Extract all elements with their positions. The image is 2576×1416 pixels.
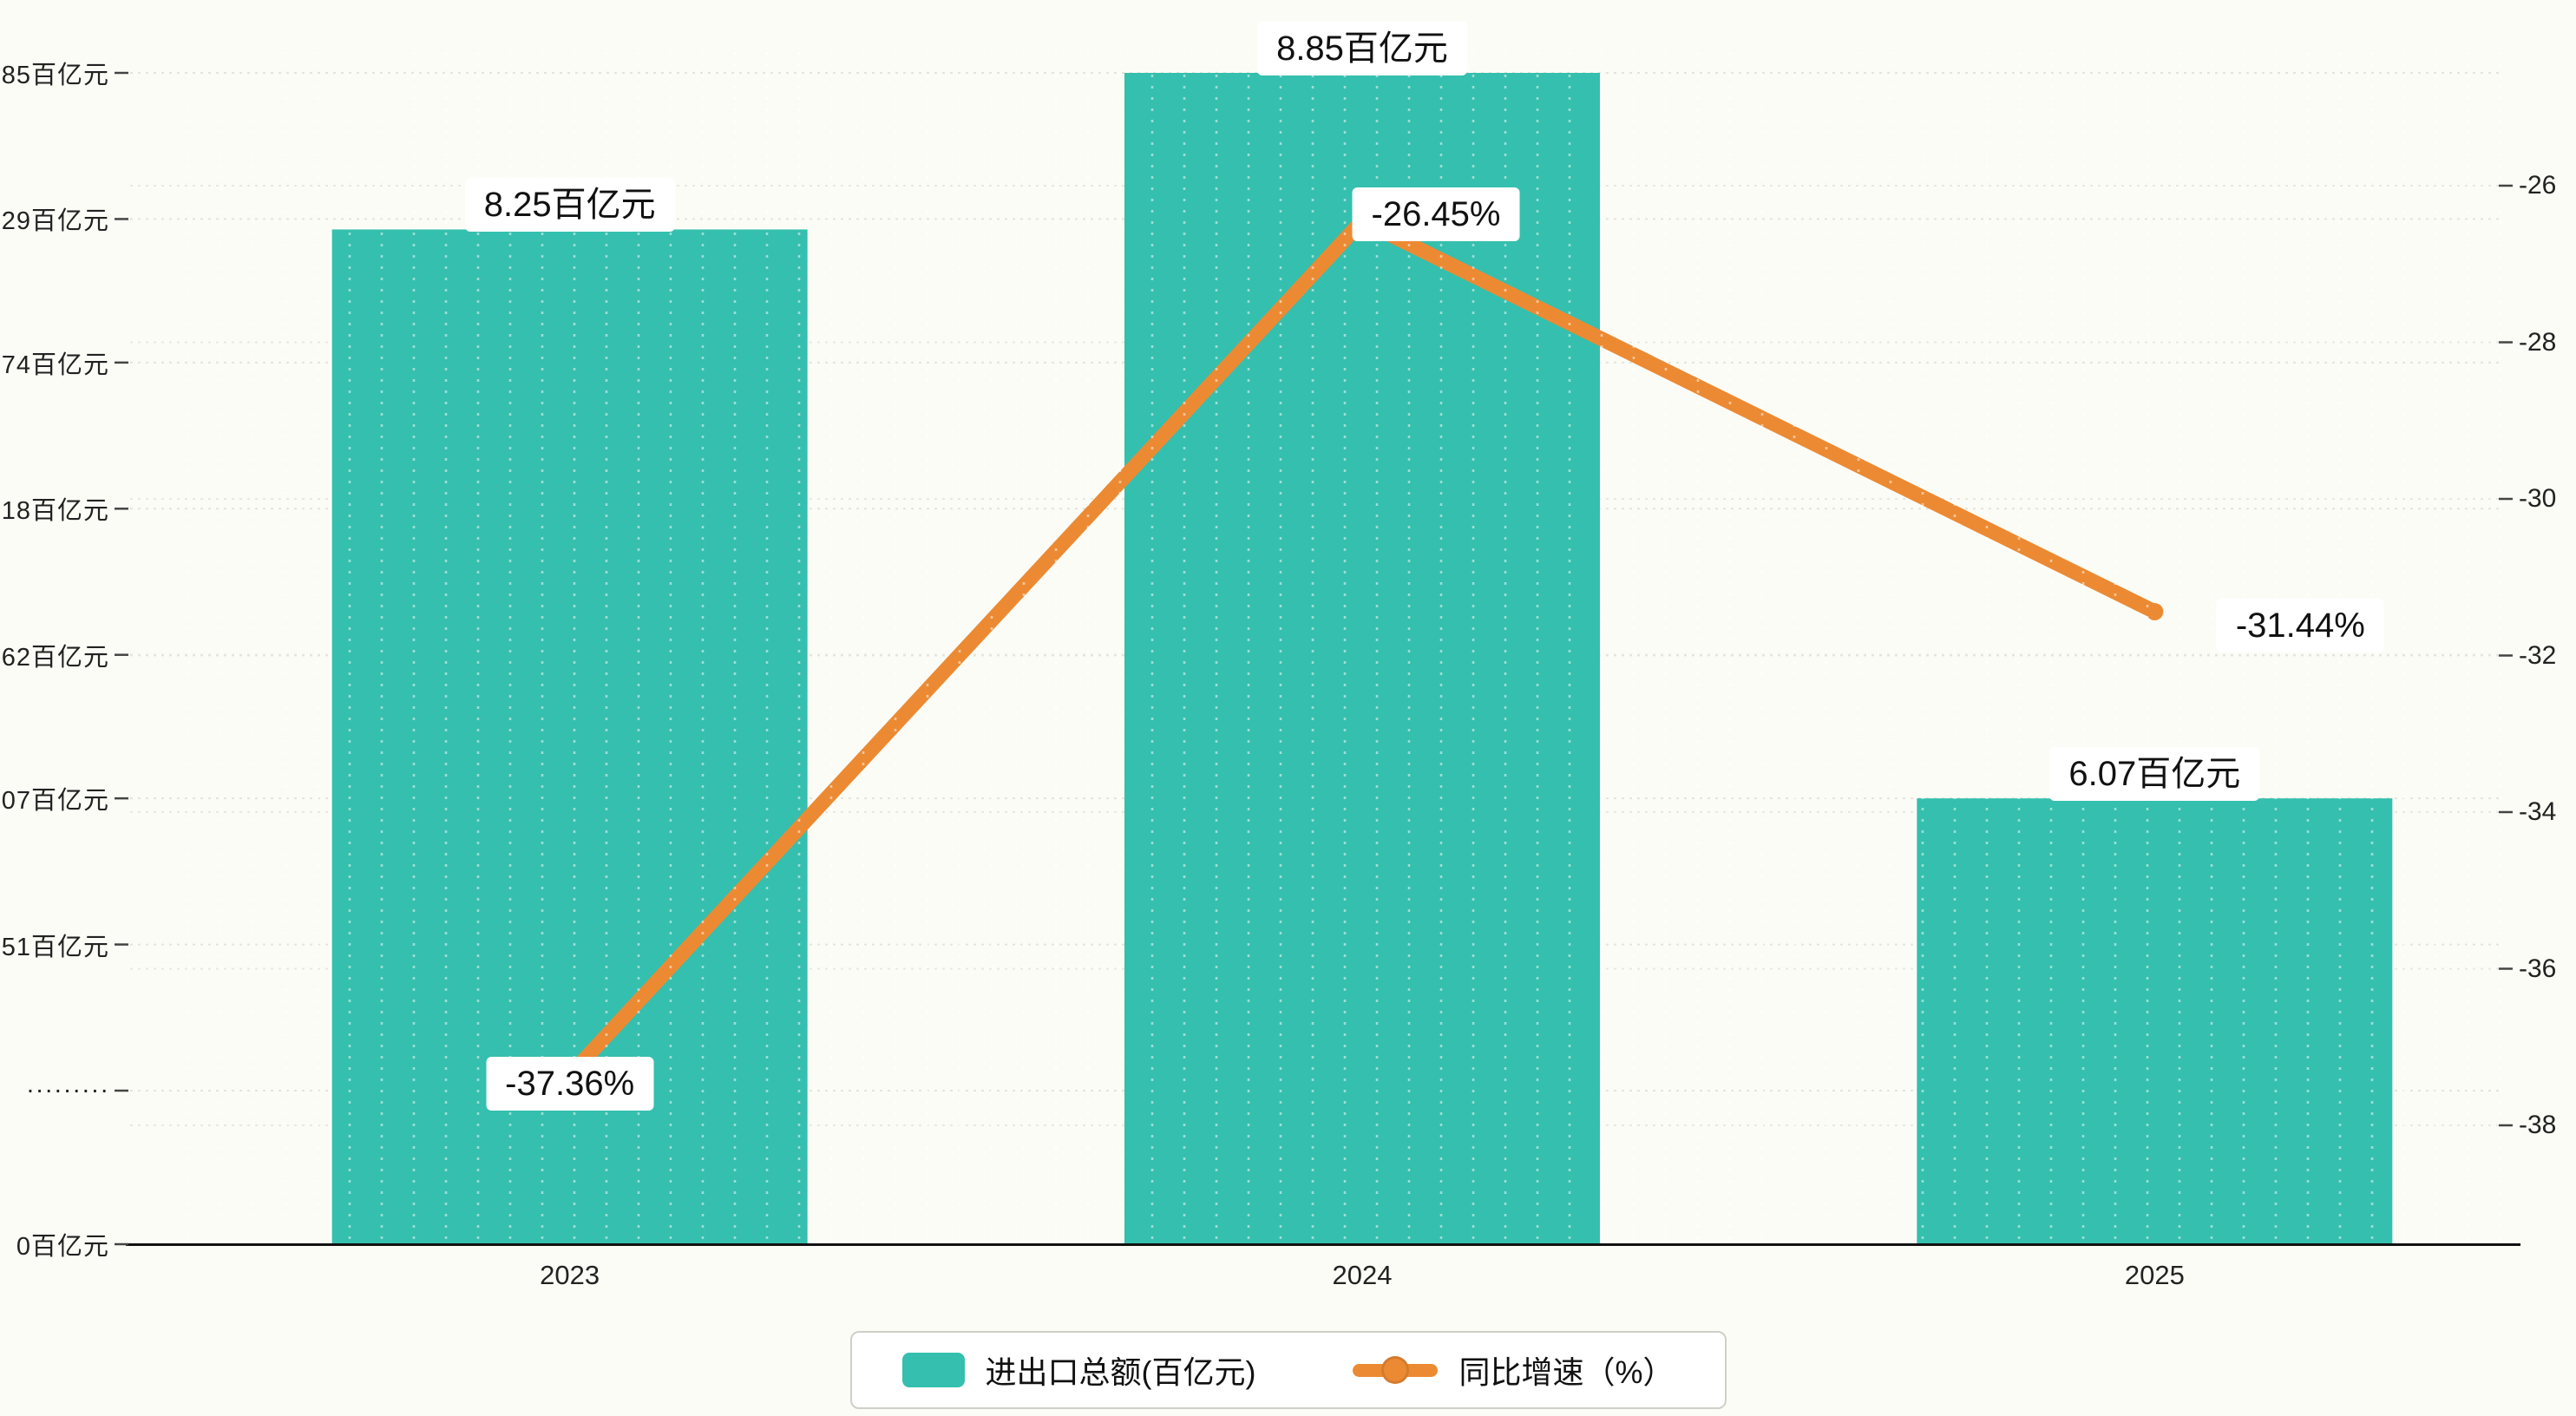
growth-line-point-2023[interactable] — [560, 1066, 579, 1085]
legend-label-line-series: 同比增速（%） — [1458, 1354, 1675, 1390]
line-series-swatch-icon — [1353, 1353, 1439, 1387]
bar-2023[interactable] — [331, 229, 808, 1244]
bar-series-swatch-icon — [901, 1353, 965, 1387]
legend: 进出口总额(百亿元) 同比增速（%） — [849, 1331, 1727, 1409]
growth-line-point-2025[interactable] — [2146, 602, 2164, 620]
growth-line-point-2024[interactable] — [1354, 212, 1371, 230]
legend-label-bar-series: 进出口总额(百亿元) — [985, 1354, 1256, 1390]
bar-2025[interactable] — [1917, 798, 2393, 1244]
legend-item-line-series[interactable]: 同比增速（%） — [1353, 1347, 1675, 1393]
legend-item-bar-series[interactable]: 进出口总额(百亿元) — [901, 1347, 1256, 1393]
line-swatch-dot — [1381, 1356, 1410, 1384]
bar-2024[interactable] — [1124, 73, 1600, 1244]
